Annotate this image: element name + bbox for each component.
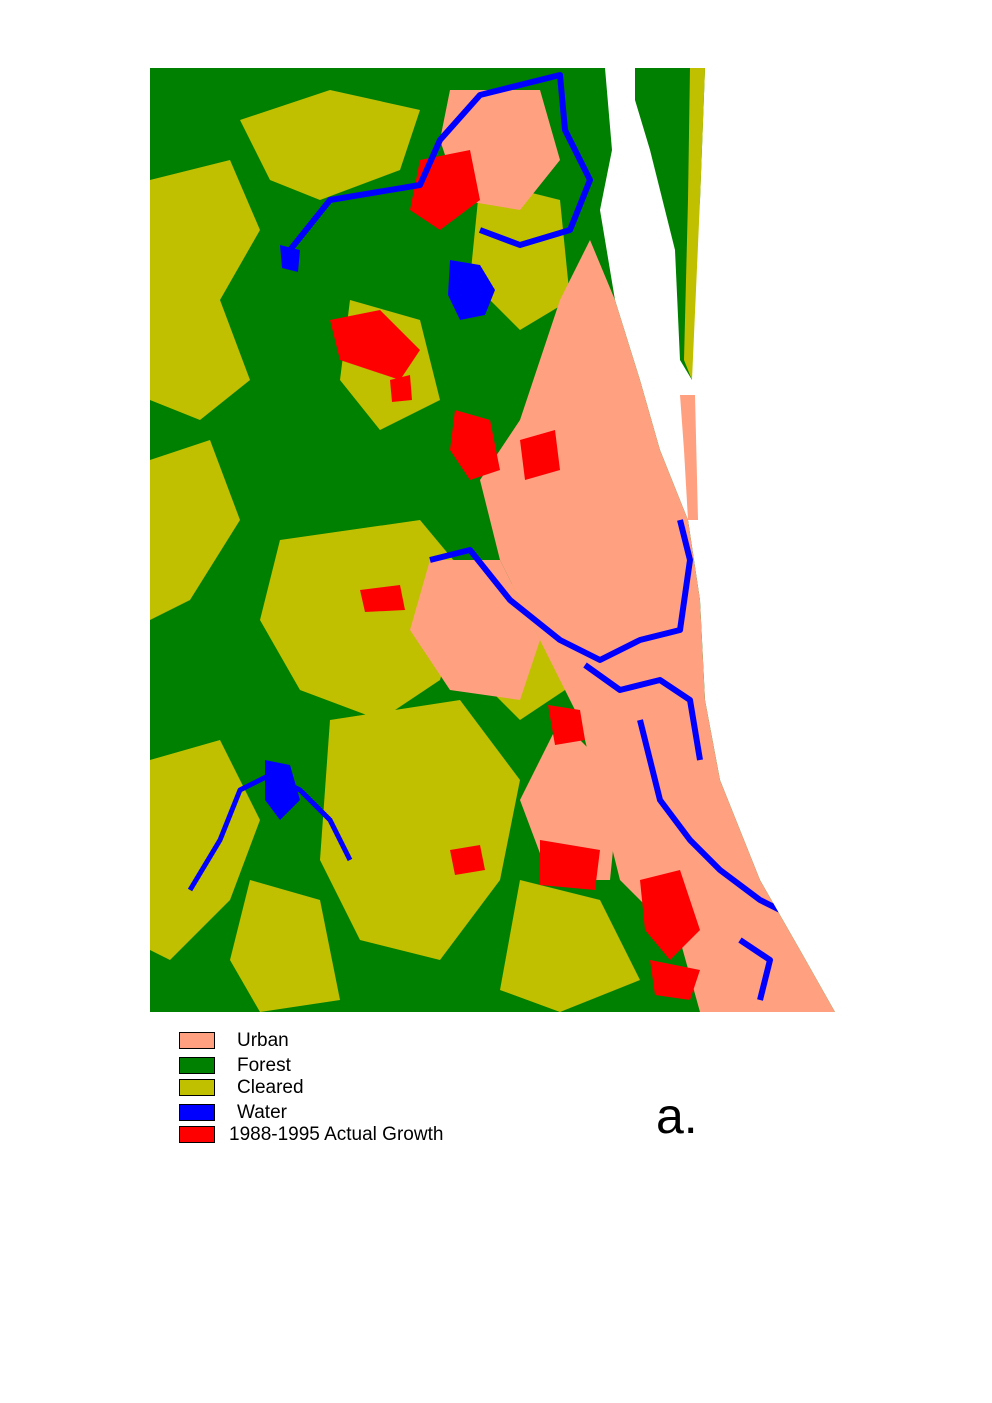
legend-swatch-cleared <box>179 1079 215 1096</box>
legend-label: Forest <box>237 1055 291 1076</box>
legend-swatch-urban <box>179 1032 215 1049</box>
legend-label: Urban <box>237 1030 289 1051</box>
legend-label: Cleared <box>237 1077 304 1098</box>
barrier-island <box>635 68 705 520</box>
cleared-areas <box>150 90 640 1012</box>
panel-label: a. <box>656 1088 698 1144</box>
urban-areas <box>410 90 835 1012</box>
lakes <box>265 245 495 820</box>
legend-swatch-forest <box>179 1057 215 1074</box>
legend-label: Water <box>237 1102 287 1123</box>
legend-label: 1988-1995 Actual Growth <box>229 1124 444 1145</box>
legend-swatch-growth <box>179 1126 215 1143</box>
water-bodies <box>187 72 782 1001</box>
legend-swatch-water <box>179 1104 215 1121</box>
